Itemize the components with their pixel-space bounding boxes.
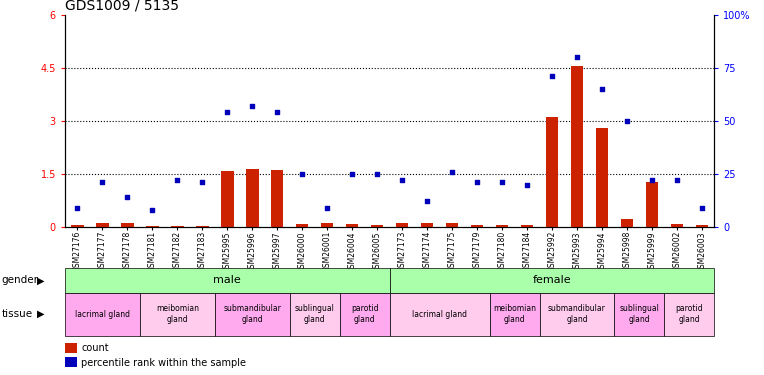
Point xyxy=(296,171,309,177)
Point xyxy=(121,194,134,200)
Bar xyxy=(121,223,134,227)
Bar xyxy=(396,223,409,227)
Point xyxy=(621,118,633,124)
Point xyxy=(421,198,433,204)
Bar xyxy=(521,225,533,227)
Bar xyxy=(96,224,108,227)
Bar xyxy=(614,292,665,336)
Text: parotid
gland: parotid gland xyxy=(351,304,378,324)
Bar xyxy=(596,128,608,227)
Bar xyxy=(146,226,159,227)
Bar xyxy=(346,224,358,227)
Bar xyxy=(321,223,333,227)
Bar xyxy=(246,169,258,227)
Bar xyxy=(340,292,390,336)
Text: female: female xyxy=(533,275,571,285)
Point xyxy=(521,182,533,188)
Point xyxy=(671,177,683,183)
Point xyxy=(571,54,583,60)
Bar xyxy=(671,224,683,227)
Point xyxy=(321,205,333,211)
Point xyxy=(271,110,283,116)
Bar xyxy=(665,292,714,336)
Bar xyxy=(196,226,209,227)
Text: male: male xyxy=(213,275,241,285)
Bar xyxy=(620,219,633,227)
Text: GDS1009 / 5135: GDS1009 / 5135 xyxy=(65,0,179,12)
Text: ▶: ▶ xyxy=(37,309,44,319)
Text: sublingual
gland: sublingual gland xyxy=(620,304,659,324)
Point xyxy=(446,169,458,175)
Point xyxy=(196,179,209,185)
Bar xyxy=(545,117,558,227)
Point xyxy=(346,171,358,177)
Point xyxy=(171,177,183,183)
Bar xyxy=(571,66,583,227)
Text: tissue: tissue xyxy=(2,309,33,319)
Bar xyxy=(371,225,384,227)
Text: submandibular
gland: submandibular gland xyxy=(223,304,281,324)
Text: gender: gender xyxy=(2,275,38,285)
Bar xyxy=(290,292,340,336)
Bar xyxy=(215,292,290,336)
Point xyxy=(496,179,508,185)
Point xyxy=(396,177,408,183)
Point xyxy=(71,205,83,211)
Bar xyxy=(496,225,508,227)
Bar xyxy=(421,223,433,227)
Text: parotid
gland: parotid gland xyxy=(675,304,703,324)
Text: ▶: ▶ xyxy=(37,275,44,285)
Point xyxy=(146,207,158,213)
Point xyxy=(596,86,608,92)
Point xyxy=(246,103,258,109)
Bar xyxy=(646,182,658,227)
Bar xyxy=(390,268,714,292)
Bar xyxy=(171,226,183,227)
Bar xyxy=(65,343,76,352)
Point xyxy=(546,74,558,80)
Bar xyxy=(296,224,309,227)
Bar xyxy=(221,171,234,227)
Bar xyxy=(490,292,539,336)
Text: lacrimal gland: lacrimal gland xyxy=(412,310,467,319)
Point xyxy=(696,205,708,211)
Bar xyxy=(71,225,84,227)
Bar xyxy=(539,292,614,336)
Bar xyxy=(65,292,140,336)
Point xyxy=(96,179,108,185)
Text: count: count xyxy=(81,343,108,353)
Bar xyxy=(695,225,708,227)
Bar xyxy=(65,268,390,292)
Text: sublingual
gland: sublingual gland xyxy=(295,304,335,324)
Point xyxy=(222,110,234,116)
Text: percentile rank within the sample: percentile rank within the sample xyxy=(81,358,246,368)
Bar xyxy=(390,292,490,336)
Point xyxy=(646,177,658,183)
Point xyxy=(471,179,483,185)
Bar xyxy=(471,225,484,227)
Bar xyxy=(271,170,283,227)
Text: submandibular
gland: submandibular gland xyxy=(548,304,606,324)
Bar xyxy=(65,357,76,367)
Point xyxy=(371,171,384,177)
Bar xyxy=(446,223,458,227)
Text: meibomian
gland: meibomian gland xyxy=(493,304,536,324)
Text: meibomian
gland: meibomian gland xyxy=(156,304,199,324)
Text: lacrimal gland: lacrimal gland xyxy=(75,310,130,319)
Bar xyxy=(140,292,215,336)
